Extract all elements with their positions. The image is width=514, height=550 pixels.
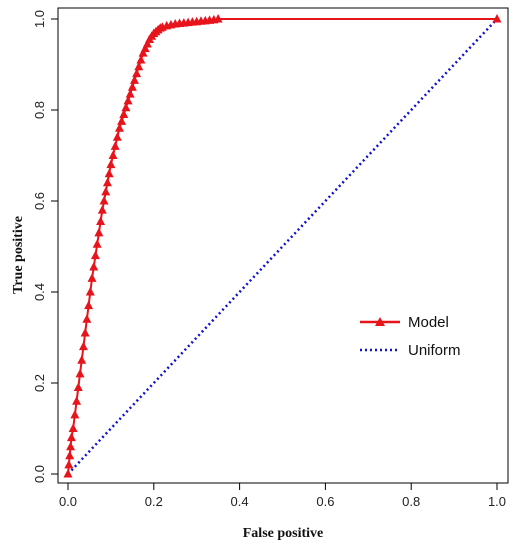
axis-ticks: 0.0 0.2 0.4 0.6 0.8 1.0 0.0 0.2 0.4 0.6 0.8 1.0: [32, 10, 506, 509]
model-point: [85, 287, 95, 296]
model-point: [119, 109, 129, 119]
uniform-series-line: [67, 18, 498, 475]
y-tick-label: 1.0: [32, 10, 47, 28]
model-point: [492, 14, 502, 23]
model-point: [89, 261, 99, 271]
model-point: [104, 168, 114, 178]
x-tick-label: 0.8: [402, 494, 420, 509]
model-point: [140, 43, 150, 53]
y-tick-label: 0.8: [32, 101, 47, 119]
model-point: [77, 355, 87, 364]
x-tick-label: 0.0: [59, 494, 77, 509]
model-point: [121, 102, 131, 112]
model-point: [129, 75, 139, 84]
model-point: [94, 227, 104, 237]
model-point: [112, 132, 122, 141]
model-point: [213, 14, 223, 23]
y-tick-label: 0.6: [32, 192, 47, 210]
y-axis-title: True positive: [11, 216, 26, 294]
model-point: [92, 239, 102, 248]
model-point: [64, 459, 74, 469]
model-point: [73, 382, 83, 392]
model-point: [138, 48, 148, 57]
model-point: [80, 327, 90, 337]
model-point: [68, 423, 78, 432]
x-tick-label: 0.4: [231, 494, 249, 509]
model-point: [125, 89, 135, 98]
model-point: [136, 54, 146, 64]
x-tick-label: 0.6: [316, 494, 334, 509]
model-point: [78, 341, 88, 351]
legend-model-marker: [375, 317, 385, 326]
model-point: [72, 396, 82, 405]
model-point: [65, 450, 75, 460]
model-point: [114, 123, 124, 132]
model-point: [87, 273, 97, 282]
model-point: [63, 469, 73, 478]
model-point: [117, 116, 127, 125]
model-point: [75, 368, 85, 378]
model-point: [134, 61, 144, 71]
model-point: [66, 432, 76, 442]
model-point: [90, 250, 100, 260]
legend: Model Uniform: [360, 314, 461, 359]
model-point: [108, 150, 118, 159]
model-point: [142, 39, 152, 48]
legend-uniform-label: Uniform: [408, 342, 461, 359]
x-tick-label: 0.2: [145, 494, 163, 509]
legend-model-label: Model: [408, 314, 449, 331]
model-point: [101, 186, 111, 196]
x-tick-label: 1.0: [488, 494, 506, 509]
series-layer: [63, 14, 502, 478]
model-point: [123, 95, 133, 105]
model-point: [97, 205, 107, 214]
plot-area: [57, 7, 509, 484]
model-point: [66, 441, 76, 451]
model-point: [132, 68, 142, 78]
model-point: [102, 177, 112, 187]
model-point: [70, 409, 80, 419]
y-tick-label: 0.4: [32, 283, 47, 301]
model-point: [82, 314, 92, 323]
model-point: [84, 300, 94, 310]
x-axis-title: False positive: [243, 526, 324, 541]
y-tick-label: 0.2: [32, 374, 47, 392]
model-point: [106, 159, 116, 169]
y-tick-label: 0.0: [32, 465, 47, 483]
model-point: [110, 141, 120, 150]
model-point: [127, 82, 137, 91]
model-point: [96, 216, 106, 225]
model-point: [99, 196, 109, 205]
